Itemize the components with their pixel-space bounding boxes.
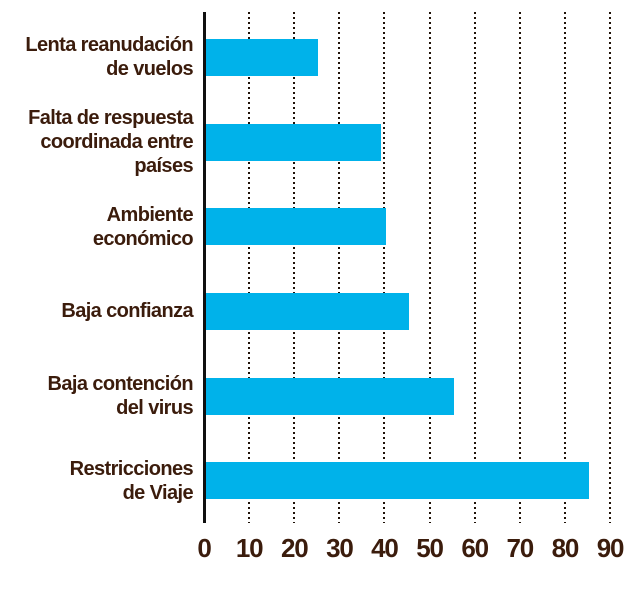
category-label: Baja confianza: [0, 299, 193, 323]
category-label-line: coordinada entre: [40, 131, 193, 153]
category-label: Ambiente económico: [0, 203, 194, 251]
category-label-line: económico: [92, 227, 194, 250]
bar: [205, 208, 386, 246]
category-label-line: Restricciones: [69, 457, 194, 480]
x-tick-label: 60: [461, 533, 489, 563]
category-label: Lenta reanudación de vuelos: [0, 33, 193, 81]
category-label: Baja contención del virus: [0, 372, 194, 420]
gridline: [473, 12, 476, 523]
bar: [205, 123, 382, 161]
gridline: [563, 12, 566, 523]
bar: [205, 462, 589, 500]
plot-area: [202, 12, 611, 523]
category-label-line: Lenta reanudación: [25, 34, 193, 57]
x-tick-label: 70: [506, 533, 535, 563]
x-tick-label: 10: [235, 533, 264, 563]
bar: [205, 377, 454, 415]
category-label: Restricciones de Viaje: [0, 457, 194, 505]
x-tick-label: 80: [551, 533, 580, 563]
category-label: Falta de respuesta coordinada entre países: [0, 106, 193, 178]
category-label-line: Ambiente: [106, 203, 194, 226]
category-label-line: del virus: [116, 397, 193, 419]
gridline: [609, 12, 611, 523]
category-label-line: de Viaje: [122, 481, 194, 504]
gridline: [293, 12, 296, 523]
gridline: [428, 12, 431, 523]
bar: [205, 38, 319, 76]
category-label-line: Baja confianza: [61, 300, 193, 323]
gridline: [518, 12, 521, 523]
x-tick-label: 40: [371, 533, 399, 563]
x-tick-label: 0: [197, 533, 211, 563]
gridline: [338, 12, 341, 523]
category-label-line: Baja contención: [47, 373, 194, 395]
x-tick-label: 50: [416, 533, 444, 563]
bar: [205, 292, 409, 330]
category-label-line: Falta de respuesta: [28, 107, 193, 129]
x-tick-label: 90: [596, 533, 625, 563]
category-label-line: países: [134, 155, 193, 177]
x-tick-label: 20: [280, 533, 309, 563]
x-tick-label: 30: [326, 533, 354, 563]
category-label-line: de vuelos: [106, 58, 193, 81]
gridline: [248, 12, 251, 523]
gridline: [383, 12, 386, 523]
y-axis-line: [202, 12, 206, 523]
